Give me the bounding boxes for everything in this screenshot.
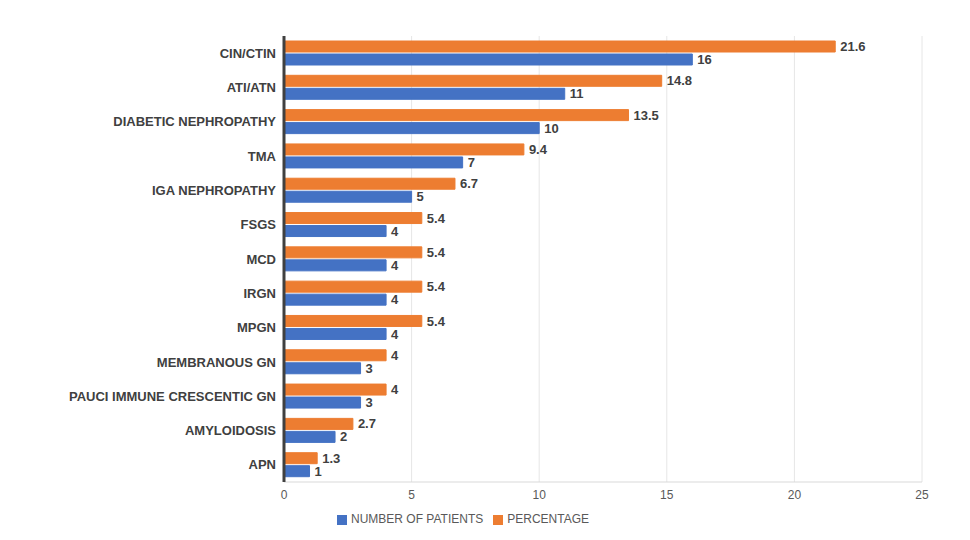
svg-text:5: 5	[417, 189, 424, 204]
svg-text:16: 16	[697, 52, 711, 67]
svg-text:2.7: 2.7	[358, 416, 376, 431]
svg-text:9.4: 9.4	[529, 142, 548, 157]
svg-text:7: 7	[468, 155, 475, 170]
svg-text:IGA NEPHROPATHY: IGA NEPHROPATHY	[152, 183, 276, 198]
svg-text:14.8: 14.8	[667, 73, 692, 88]
svg-text:5.4: 5.4	[427, 245, 446, 260]
svg-text:3: 3	[366, 361, 373, 376]
svg-text:AMYLOIDOSIS: AMYLOIDOSIS	[185, 423, 276, 438]
svg-text:APN: APN	[249, 457, 276, 472]
svg-text:4: 4	[391, 348, 399, 363]
svg-text:FSGS: FSGS	[241, 217, 277, 232]
svg-text:5.4: 5.4	[427, 211, 446, 226]
svg-text:1.3: 1.3	[322, 451, 340, 466]
svg-text:25: 25	[915, 488, 929, 502]
svg-text:2: 2	[340, 429, 347, 444]
svg-text:MPGN: MPGN	[237, 320, 276, 335]
svg-text:0: 0	[281, 488, 288, 502]
svg-text:4: 4	[391, 224, 399, 239]
svg-text:MEMBRANOUS GN: MEMBRANOUS GN	[157, 355, 276, 370]
svg-text:10: 10	[533, 488, 547, 502]
svg-text:TMA: TMA	[248, 149, 277, 164]
svg-text:3: 3	[366, 395, 373, 410]
svg-text:10: 10	[544, 121, 558, 136]
svg-text:5.4: 5.4	[427, 314, 446, 329]
svg-text:4: 4	[391, 292, 399, 307]
svg-text:11: 11	[570, 86, 584, 101]
svg-text:CIN/CTIN: CIN/CTIN	[220, 46, 276, 61]
html-text:PERCENTAGE: PERCENTAGE	[507, 512, 589, 526]
svg-text:13.5: 13.5	[634, 108, 659, 123]
html-text:NUMBER OF PATIENTS: NUMBER OF PATIENTS	[351, 512, 484, 526]
svg-text:1: 1	[315, 464, 322, 479]
svg-text:15: 15	[660, 488, 674, 502]
svg-text:MCD: MCD	[246, 252, 276, 267]
svg-text:4: 4	[391, 258, 399, 273]
svg-text:21.6: 21.6	[840, 39, 865, 54]
svg-text:4: 4	[391, 327, 399, 342]
svg-text:20: 20	[788, 488, 802, 502]
svg-text:6.7: 6.7	[460, 176, 478, 191]
svg-text:5.4: 5.4	[427, 279, 446, 294]
svg-text:DIABETIC NEPHROPATHY: DIABETIC NEPHROPATHY	[113, 114, 276, 129]
svg-text:PAUCI IMMUNE CRESCENTIC GN: PAUCI IMMUNE CRESCENTIC GN	[69, 389, 276, 404]
svg-text:ATI/ATN: ATI/ATN	[227, 80, 276, 95]
svg-text:4: 4	[391, 382, 399, 397]
svg-text:IRGN: IRGN	[244, 286, 277, 301]
svg-text:5: 5	[408, 488, 415, 502]
